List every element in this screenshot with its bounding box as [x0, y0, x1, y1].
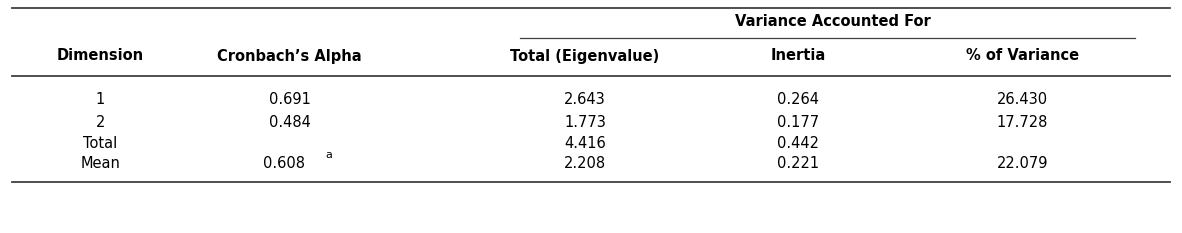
Text: 0.221: 0.221: [777, 155, 819, 171]
Text: 4.416: 4.416: [564, 136, 606, 151]
Text: Cronbach’s Alpha: Cronbach’s Alpha: [217, 48, 362, 64]
Text: 0.691: 0.691: [268, 93, 311, 107]
Text: Total: Total: [84, 136, 117, 151]
Text: 1.773: 1.773: [564, 114, 606, 130]
Text: 2.208: 2.208: [564, 155, 606, 171]
Text: 2.643: 2.643: [564, 93, 606, 107]
Text: 0.442: 0.442: [777, 136, 819, 151]
Text: a: a: [325, 150, 332, 160]
Text: Mean: Mean: [80, 155, 121, 171]
Text: 2: 2: [96, 114, 105, 130]
Text: 17.728: 17.728: [996, 114, 1048, 130]
Text: 1: 1: [96, 93, 105, 107]
Text: % of Variance: % of Variance: [966, 48, 1079, 64]
Text: Dimension: Dimension: [57, 48, 144, 64]
Text: Variance Accounted For: Variance Accounted For: [735, 14, 931, 30]
Text: 0.608: 0.608: [262, 155, 305, 171]
Text: 22.079: 22.079: [996, 155, 1048, 171]
Text: Inertia: Inertia: [771, 48, 825, 64]
Text: 0.484: 0.484: [268, 114, 311, 130]
Text: 26.430: 26.430: [996, 93, 1048, 107]
Text: Total (Eigenvalue): Total (Eigenvalue): [511, 48, 660, 64]
Text: 0.264: 0.264: [777, 93, 819, 107]
Text: 0.177: 0.177: [777, 114, 819, 130]
